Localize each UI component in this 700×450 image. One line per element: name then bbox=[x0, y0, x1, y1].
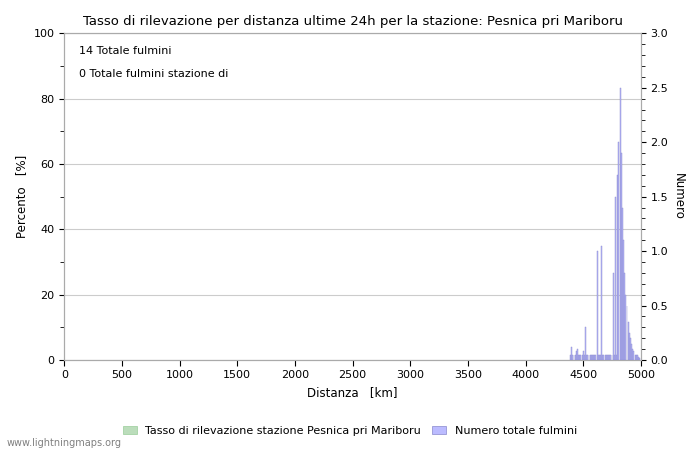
Bar bbox=[623, 240, 624, 360]
Bar bbox=[626, 306, 627, 360]
Bar bbox=[571, 347, 572, 360]
Bar bbox=[596, 251, 598, 360]
Title: Tasso di rilevazione per distanza ultime 24h per la stazione: Pesnica pri Maribo: Tasso di rilevazione per distanza ultime… bbox=[83, 15, 622, 28]
Bar bbox=[610, 355, 611, 360]
Bar bbox=[608, 355, 609, 360]
Bar bbox=[621, 153, 622, 360]
Bar bbox=[592, 355, 593, 360]
Bar bbox=[629, 333, 630, 360]
Bar bbox=[570, 355, 571, 360]
Bar bbox=[617, 175, 618, 360]
Bar bbox=[599, 355, 600, 360]
Bar bbox=[591, 355, 592, 360]
Bar bbox=[593, 355, 594, 360]
Bar bbox=[609, 355, 610, 360]
Bar bbox=[639, 358, 640, 360]
Bar bbox=[625, 295, 626, 360]
Bar bbox=[587, 355, 588, 360]
Bar bbox=[622, 207, 623, 360]
Bar bbox=[577, 349, 578, 360]
Text: www.lightningmaps.org: www.lightningmaps.org bbox=[7, 438, 122, 448]
Bar bbox=[573, 355, 575, 360]
Bar bbox=[635, 355, 636, 360]
Bar bbox=[631, 344, 632, 360]
Legend: Tasso di rilevazione stazione Pesnica pri Mariboru, Numero totale fulmini: Tasso di rilevazione stazione Pesnica pr… bbox=[119, 421, 581, 440]
Y-axis label: Numero: Numero bbox=[672, 173, 685, 220]
Bar bbox=[606, 355, 607, 360]
Bar bbox=[601, 246, 602, 360]
Bar bbox=[576, 351, 577, 360]
Bar bbox=[614, 355, 615, 360]
Bar bbox=[638, 357, 639, 360]
Bar bbox=[603, 355, 604, 360]
X-axis label: Distanza   [km]: Distanza [km] bbox=[307, 386, 398, 399]
Text: 0 Totale fulmini stazione di: 0 Totale fulmini stazione di bbox=[78, 69, 228, 79]
Bar bbox=[607, 355, 608, 360]
Bar bbox=[585, 327, 586, 360]
Bar bbox=[632, 349, 634, 360]
Bar bbox=[580, 355, 582, 360]
Bar bbox=[594, 355, 595, 360]
Bar bbox=[615, 197, 616, 360]
Bar bbox=[616, 355, 617, 360]
Bar bbox=[628, 322, 629, 360]
Bar bbox=[586, 355, 587, 360]
Bar bbox=[600, 355, 601, 360]
Bar bbox=[578, 355, 579, 360]
Bar bbox=[624, 273, 625, 360]
Y-axis label: Percento   [%]: Percento [%] bbox=[15, 155, 28, 239]
Bar bbox=[630, 338, 631, 360]
Bar bbox=[612, 273, 614, 360]
Bar bbox=[602, 355, 603, 360]
Bar bbox=[582, 351, 584, 360]
Bar bbox=[605, 355, 606, 360]
Bar bbox=[619, 142, 620, 360]
Bar bbox=[637, 355, 638, 360]
Text: 14 Totale fulmini: 14 Totale fulmini bbox=[78, 46, 172, 56]
Bar bbox=[620, 88, 621, 360]
Bar bbox=[636, 355, 637, 360]
Bar bbox=[589, 355, 591, 360]
